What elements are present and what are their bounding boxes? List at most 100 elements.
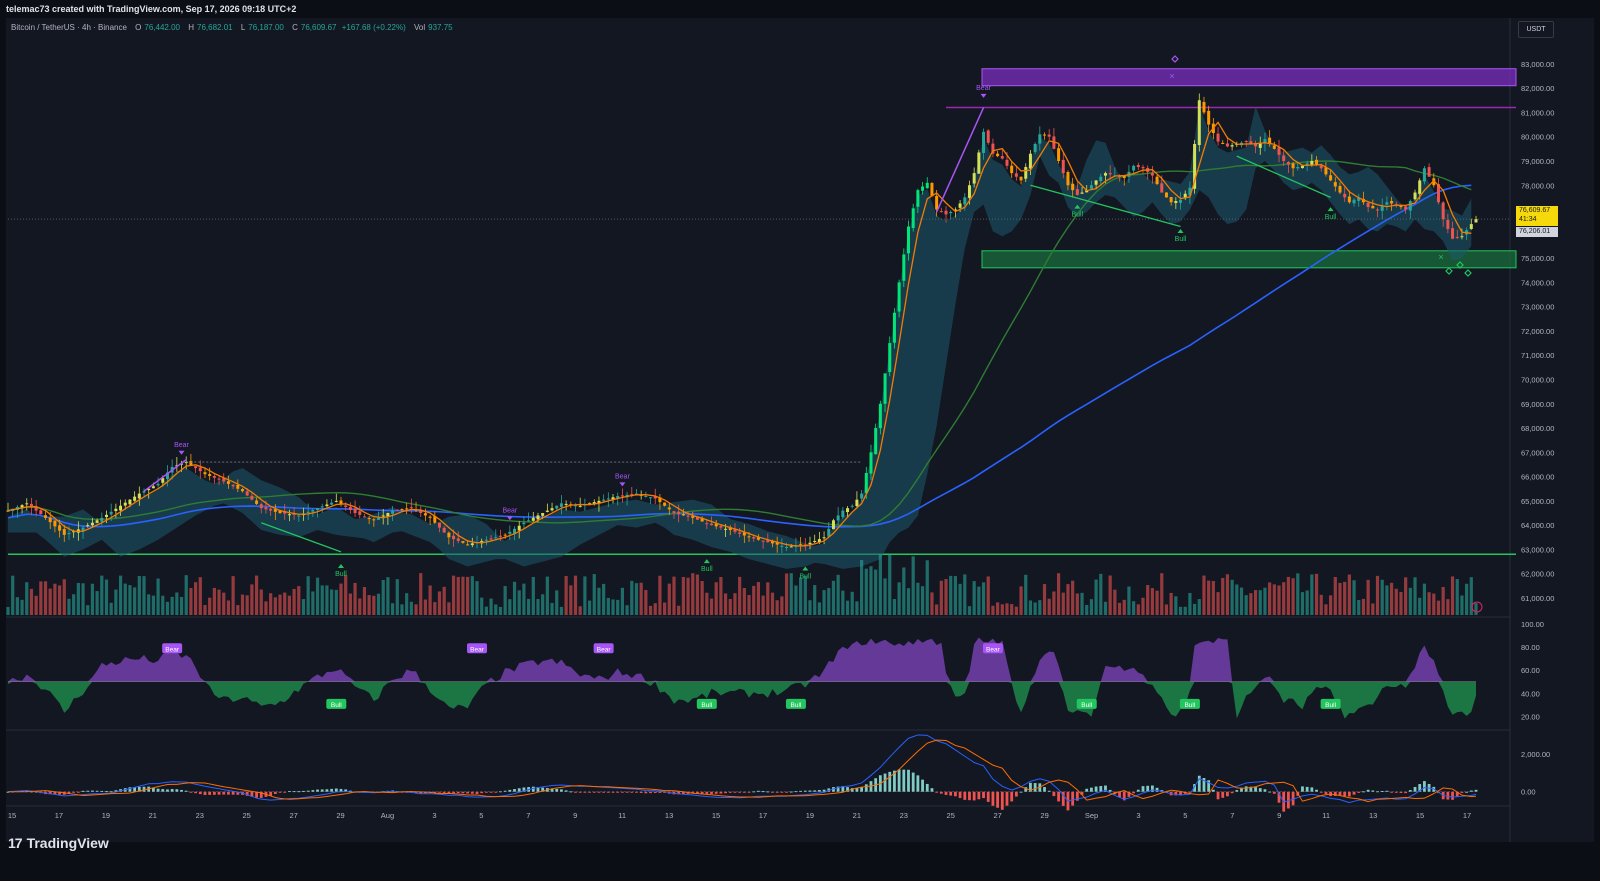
chart-svg[interactable]: 83,000.00 82,000.00 81,000.00 80,000.00 79,0… xyxy=(0,0,1600,842)
volume-bar xyxy=(808,600,812,615)
volume-bar xyxy=(1089,599,1094,615)
macd-histogram-bar xyxy=(1338,791,1342,796)
volume-bar xyxy=(1230,579,1234,615)
candle xyxy=(564,503,568,505)
volume-bar xyxy=(602,583,606,615)
candle xyxy=(452,535,456,540)
secondary-price-tag: 76,206.01 xyxy=(1516,227,1558,237)
volume-bar xyxy=(1455,579,1459,615)
macd-histogram-bar xyxy=(925,783,929,792)
candle xyxy=(484,539,488,541)
volume-bar xyxy=(1221,577,1225,615)
macd-histogram-bar xyxy=(151,787,155,792)
macd-histogram-bar xyxy=(963,791,967,800)
volume-bar xyxy=(723,593,728,615)
candle xyxy=(888,343,892,372)
volume-bar xyxy=(447,602,451,615)
macd-histogram-bar xyxy=(1240,788,1243,792)
macd-histogram-bar xyxy=(1230,791,1234,794)
volume-bar xyxy=(376,593,381,615)
candle xyxy=(1357,197,1361,201)
candle xyxy=(1333,182,1337,187)
volume-bar xyxy=(25,582,29,615)
candle xyxy=(559,503,563,507)
volume-bar xyxy=(949,575,953,615)
candle xyxy=(311,509,315,512)
candle xyxy=(128,499,132,505)
volume-bar xyxy=(738,576,742,615)
volume-bar xyxy=(611,599,615,615)
macd-histogram-bar xyxy=(803,790,807,792)
candle xyxy=(377,517,381,520)
candle xyxy=(653,496,657,499)
macd-histogram-bar xyxy=(883,773,887,792)
volume-bar xyxy=(559,606,564,615)
macd-histogram-bar xyxy=(1211,789,1215,792)
macd-histogram-bar xyxy=(1258,788,1262,792)
macd-histogram-bar xyxy=(222,791,226,795)
volume-bar xyxy=(841,590,845,615)
time-tick-label: 11 xyxy=(1322,811,1330,820)
macd-histogram-bar xyxy=(76,791,80,793)
candle xyxy=(1174,201,1178,203)
bear-triangle-icon xyxy=(506,516,513,521)
volume-bar xyxy=(1408,587,1412,615)
macd-histogram-bar xyxy=(470,791,474,794)
candle xyxy=(400,509,404,511)
candle xyxy=(161,478,165,483)
oscillator-bear-badge xyxy=(982,643,1003,654)
candle xyxy=(634,493,638,495)
tradingview-brand[interactable]: 17 TradingView xyxy=(8,835,109,851)
macd-histogram-bar xyxy=(273,791,277,794)
volume-bar xyxy=(1296,573,1300,615)
volume-bar xyxy=(822,590,826,615)
bull-triangle-icon xyxy=(337,564,344,569)
macd-histogram-bar xyxy=(531,786,535,792)
candle xyxy=(686,515,690,517)
candle xyxy=(1000,156,1004,159)
candle xyxy=(1258,142,1262,148)
candle xyxy=(386,513,390,517)
volume-bar xyxy=(1268,582,1272,615)
oscillator-bear-label: Bear xyxy=(165,646,180,653)
candle xyxy=(25,503,29,505)
candle xyxy=(1469,224,1473,229)
macd-histogram-bar xyxy=(133,787,137,792)
candle xyxy=(241,489,245,492)
macd-histogram-bar xyxy=(639,791,643,793)
candle xyxy=(1319,165,1323,169)
bull-signal-label: Bull xyxy=(1175,236,1187,243)
bear-signal-label: Bear xyxy=(174,442,189,449)
volume-bar xyxy=(1066,584,1070,615)
candle xyxy=(287,514,291,516)
bull-triangle-icon xyxy=(703,559,710,564)
macd-histogram-bar xyxy=(714,791,718,794)
candle xyxy=(991,143,995,154)
macd-histogram-bar xyxy=(53,791,57,795)
macd-histogram-bar xyxy=(1404,791,1408,794)
volume-bar xyxy=(892,599,897,615)
macd-histogram-bar xyxy=(597,791,601,793)
volume-bar xyxy=(123,583,127,615)
volume-bar xyxy=(878,554,882,615)
volume-bar xyxy=(43,581,48,615)
volume-bar xyxy=(550,602,554,615)
currency-button[interactable]: USDT xyxy=(1518,21,1554,38)
candle xyxy=(1418,180,1422,194)
candle xyxy=(1376,209,1380,211)
volume-bar xyxy=(677,605,681,615)
macd-histogram-bar xyxy=(550,788,554,792)
volume-bar xyxy=(503,586,507,615)
volume-bar xyxy=(587,600,592,615)
volume-bar xyxy=(81,583,85,615)
time-tick-label: 13 xyxy=(665,811,673,820)
volume-bar xyxy=(339,583,343,615)
volume-bar xyxy=(1300,592,1305,615)
volume-bar xyxy=(222,592,226,615)
volume-bar xyxy=(639,582,643,615)
candle xyxy=(1432,178,1436,186)
ema-long-line xyxy=(7,184,1472,528)
volume-bar xyxy=(630,580,634,615)
macd-histogram-bar xyxy=(1272,791,1276,794)
macd-histogram-bar xyxy=(522,787,526,792)
